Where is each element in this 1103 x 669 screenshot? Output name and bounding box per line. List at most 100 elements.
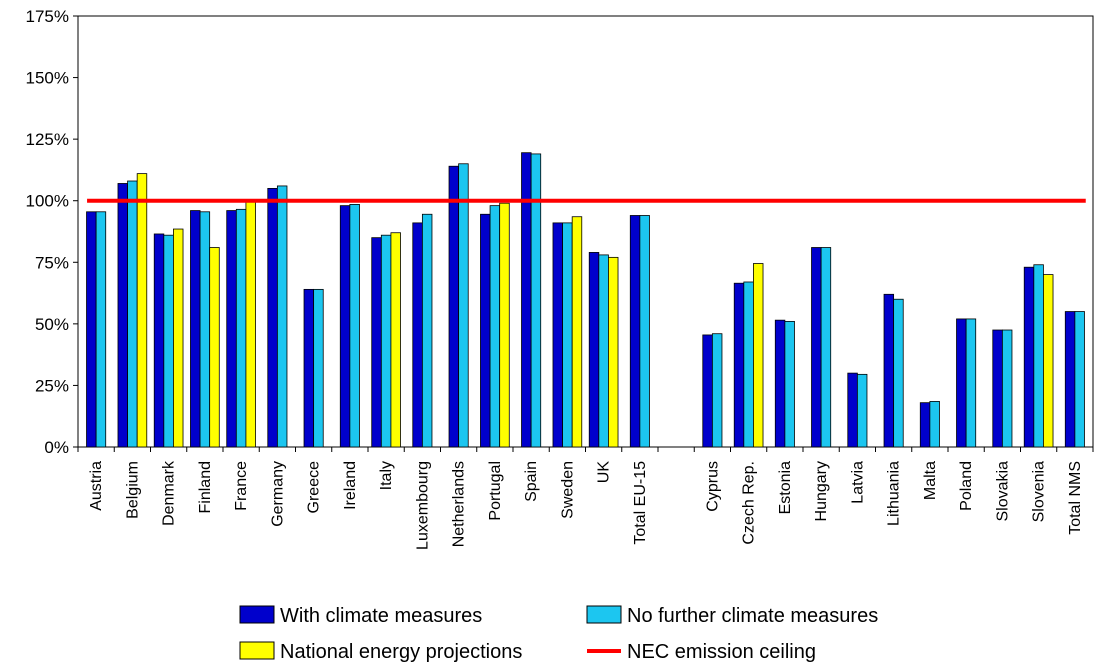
x-tick-label-hungary: Hungary bbox=[813, 461, 830, 521]
y-tick-label: 150% bbox=[26, 69, 69, 88]
x-tick-label-latvia: Latvia bbox=[849, 461, 866, 504]
y-tick-label: 75% bbox=[35, 253, 69, 272]
bar-portugal-no-further-climate-measures bbox=[489, 205, 501, 448]
x-tick-label-luxembourg: Luxembourg bbox=[414, 461, 431, 550]
bar-ireland-no-further-climate-measures bbox=[349, 204, 360, 448]
x-tick-label-netherlands: Netherlands bbox=[451, 461, 468, 547]
bar-netherlands-no-further-climate-measures bbox=[458, 163, 469, 448]
legend-label-national-energy-projections: National energy projections bbox=[280, 641, 522, 663]
x-tick-label-lithuania: Lithuania bbox=[886, 461, 903, 526]
bar-sweden-with-climate-measures bbox=[552, 222, 563, 448]
bar-belgium-with-climate-measures bbox=[117, 183, 128, 448]
x-tick-label-czech-rep: Czech Rep. bbox=[741, 461, 758, 545]
bar-malta-with-climate-measures bbox=[919, 402, 931, 448]
bar-austria-with-climate-measures bbox=[86, 211, 97, 448]
bar-ireland-with-climate-measures bbox=[339, 205, 351, 448]
bar-sweden-national-energy-projections bbox=[571, 216, 583, 448]
bar-finland-no-further-climate-measures bbox=[199, 211, 211, 448]
bar-belgium-no-further-climate-measures bbox=[127, 180, 138, 448]
bar-hungary-no-further-climate-measures bbox=[820, 247, 832, 448]
bar-uk-with-climate-measures bbox=[588, 252, 600, 448]
bar-italy-national-energy-projections bbox=[390, 232, 401, 448]
x-tick-label-estonia: Estonia bbox=[777, 461, 794, 514]
bar-estonia-with-climate-measures bbox=[774, 319, 786, 448]
legend: With climate measures No further climate… bbox=[239, 605, 878, 663]
x-tick-label-italy: Italy bbox=[378, 461, 395, 490]
x-tick-label-france: France bbox=[233, 461, 250, 511]
bar-luxembourg-no-further-climate-measures bbox=[421, 213, 433, 448]
x-tick-label-finland: Finland bbox=[197, 461, 214, 513]
y-axis: 0% 25% 50% 75% 100% 125% 150% 175% bbox=[26, 7, 1094, 457]
bar-czech-rep-with-climate-measures bbox=[733, 282, 745, 448]
bar-spain-with-climate-measures bbox=[521, 152, 532, 448]
bar-finland-with-climate-measures bbox=[190, 210, 201, 448]
bar-italy-no-further-climate-measures bbox=[380, 234, 392, 448]
bar-latvia-with-climate-measures bbox=[847, 372, 858, 448]
x-tick-label-poland: Poland bbox=[958, 461, 975, 511]
bar-lithuania-with-climate-measures bbox=[883, 293, 895, 448]
bar-uk-national-energy-projections bbox=[608, 256, 619, 448]
x-tick-label-sweden: Sweden bbox=[559, 461, 576, 519]
x-tick-label-spain: Spain bbox=[523, 461, 540, 502]
bar-hungary-with-climate-measures bbox=[811, 247, 822, 448]
legend-swatch-no-further-climate-measures bbox=[586, 605, 622, 624]
bar-slovenia-no-further-climate-measures bbox=[1033, 264, 1044, 448]
x-tick-label-slovenia: Slovenia bbox=[1031, 461, 1048, 522]
x-axis-labels: Austria Belgium Denmark Finland France German… bbox=[88, 460, 1084, 550]
legend-swatch-with-climate-measures bbox=[239, 605, 275, 624]
bar-netherlands-with-climate-measures bbox=[448, 165, 460, 448]
x-tick-label-denmark: Denmark bbox=[161, 460, 178, 526]
x-tick-label-germany: Germany bbox=[269, 461, 286, 527]
y-tick-label: 175% bbox=[26, 7, 69, 26]
legend-label-nec-emission-ceiling: NEC emission ceiling bbox=[627, 641, 816, 663]
bar-luxembourg-with-climate-measures bbox=[412, 222, 423, 448]
y-tick-label: 0% bbox=[44, 438, 69, 457]
bar-germany-with-climate-measures bbox=[267, 187, 278, 448]
bar-portugal-with-climate-measures bbox=[480, 213, 491, 448]
bar-finland-national-energy-projections bbox=[209, 247, 220, 448]
bar-france-national-energy-projections bbox=[245, 200, 256, 448]
bars bbox=[86, 152, 1085, 448]
bar-cyprus-no-further-climate-measures bbox=[711, 333, 723, 448]
bar-total-nms-with-climate-measures bbox=[1064, 311, 1076, 448]
y-tick-label: 50% bbox=[35, 315, 69, 334]
bar-greece-with-climate-measures bbox=[303, 288, 315, 448]
x-tick-label-slovakia: Slovakia bbox=[994, 461, 1011, 522]
legend-label-with-climate-measures: With climate measures bbox=[280, 605, 482, 627]
bar-slovakia-no-further-climate-measures bbox=[1001, 329, 1013, 448]
bar-poland-with-climate-measures bbox=[956, 318, 967, 448]
bar-estonia-no-further-climate-measures bbox=[784, 320, 795, 448]
x-tick-label-total-eu-15: Total EU-15 bbox=[632, 461, 649, 545]
legend-swatch-national-energy-projections bbox=[239, 641, 275, 660]
bar-czech-rep-national-energy-projections bbox=[753, 263, 764, 448]
y-tick-label: 100% bbox=[26, 192, 69, 211]
x-tick-label-total-nms: Total NMS bbox=[1067, 461, 1084, 535]
bar-italy-with-climate-measures bbox=[371, 237, 382, 448]
bar-total-eu-15-no-further-climate-measures bbox=[639, 215, 650, 448]
bar-portugal-national-energy-projections bbox=[499, 202, 510, 448]
y-tick-label: 25% bbox=[35, 376, 69, 395]
x-tick-label-greece: Greece bbox=[306, 461, 323, 514]
bar-latvia-no-further-climate-measures bbox=[856, 373, 868, 448]
bar-slovenia-with-climate-measures bbox=[1023, 266, 1035, 448]
bar-malta-no-further-climate-measures bbox=[929, 401, 940, 448]
bar-uk-no-further-climate-measures bbox=[598, 254, 609, 448]
bar-czech-rep-no-further-climate-measures bbox=[743, 281, 754, 448]
bar-slovenia-national-energy-projections bbox=[1043, 274, 1054, 448]
bar-slovakia-with-climate-measures bbox=[992, 329, 1003, 448]
bar-austria-no-further-climate-measures bbox=[95, 211, 107, 448]
legend-label-no-further-climate-measures: No further climate measures bbox=[627, 605, 878, 627]
bar-denmark-national-energy-projections bbox=[173, 228, 184, 448]
bar-france-with-climate-measures bbox=[226, 210, 237, 448]
x-tick-label-cyprus: Cyprus bbox=[704, 461, 721, 512]
x-tick-label-austria: Austria bbox=[88, 461, 105, 511]
bar-spain-no-further-climate-measures bbox=[530, 153, 542, 448]
bar-greece-no-further-climate-measures bbox=[313, 288, 324, 448]
y-tick-label: 125% bbox=[26, 130, 69, 149]
bar-denmark-no-further-climate-measures bbox=[163, 234, 174, 448]
bar-france-no-further-climate-measures bbox=[235, 208, 247, 448]
bar-poland-no-further-climate-measures bbox=[965, 318, 977, 448]
bar-lithuania-no-further-climate-measures bbox=[893, 298, 904, 448]
bar-cyprus-with-climate-measures bbox=[702, 334, 713, 448]
